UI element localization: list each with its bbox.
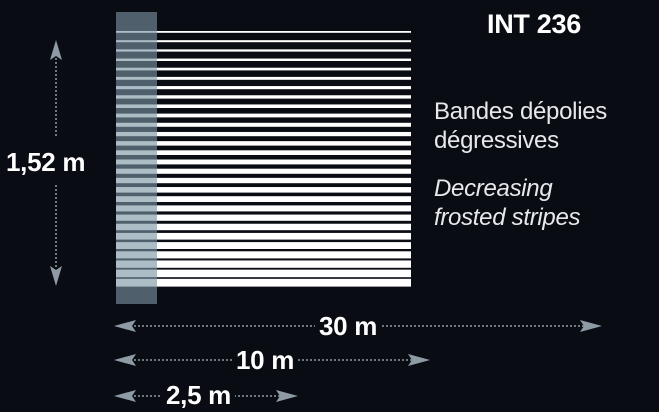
frosted-stripe	[116, 58, 411, 61]
length-label-30m: 30 m	[315, 311, 382, 341]
description-en-line1: Decreasing	[434, 175, 553, 202]
frosted-stripe	[116, 31, 411, 33]
frosted-stripe	[116, 232, 411, 240]
description-en-line2: frosted stripes	[434, 204, 581, 231]
frosted-stripe	[116, 76, 411, 80]
product-code: INT 236	[487, 9, 581, 39]
length-label-10m: 10 m	[232, 345, 299, 375]
frosted-stripe	[116, 278, 411, 287]
frosted-stripe	[116, 177, 411, 184]
frosted-stripe	[116, 86, 411, 90]
description-french: Bandes dépolies dégressives	[434, 97, 656, 155]
frosted-stripe	[116, 67, 411, 71]
frosted-stripe	[116, 122, 411, 127]
length-label-2-5m: 2,5 m	[162, 380, 235, 410]
frosted-stripe	[116, 205, 411, 212]
frosted-stripe	[116, 214, 411, 221]
frosted-stripe	[116, 242, 411, 249]
length-arrow-10m	[114, 354, 430, 366]
frosted-stripe	[116, 187, 411, 193]
frosted-stripe	[116, 196, 411, 202]
frosted-stripe	[116, 223, 411, 231]
window-overlay	[116, 12, 157, 304]
height-label: 1,52 m	[6, 147, 86, 177]
frosted-stripe	[116, 159, 411, 165]
frosted-stripe	[116, 49, 411, 52]
description-fr-line2: dégressives	[434, 127, 559, 154]
frosted-stripe	[116, 131, 411, 137]
description-english: Decreasing frosted stripes	[434, 174, 656, 232]
frosted-stripe	[116, 104, 411, 108]
description-fr-line1: Bandes dépolies	[434, 98, 607, 125]
frosted-stripe	[116, 113, 411, 118]
frosted-stripe	[116, 40, 411, 43]
frosted-stripe	[116, 260, 411, 268]
height-arrow	[50, 40, 62, 286]
frosted-stripe	[116, 168, 411, 174]
frosted-stripe	[116, 95, 411, 99]
frosted-stripe	[116, 150, 411, 155]
frosted-stripe	[116, 251, 411, 259]
frosted-stripe	[116, 269, 411, 278]
frosted-stripes	[116, 31, 411, 287]
frosted-stripe	[116, 141, 411, 146]
